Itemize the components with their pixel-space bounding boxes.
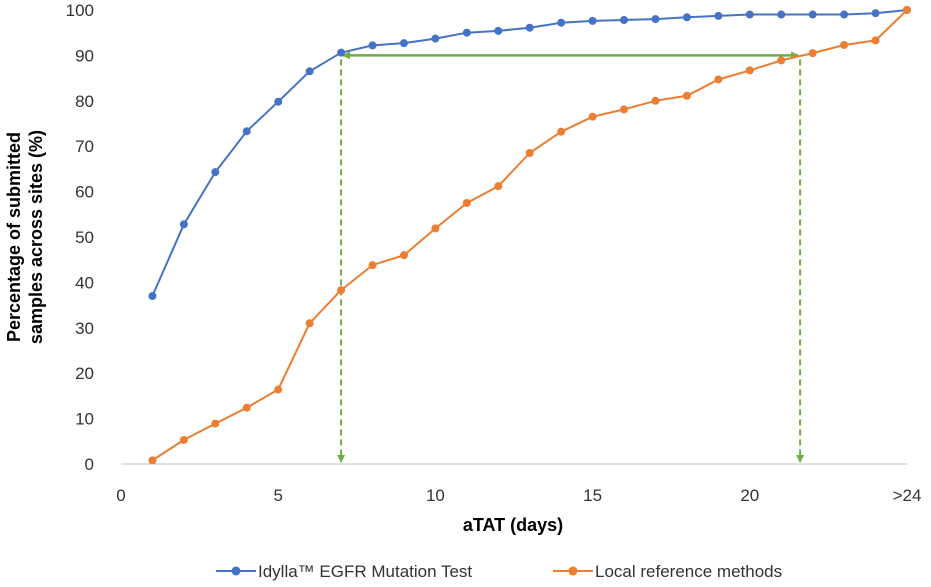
data-point (620, 105, 629, 114)
data-point (682, 91, 691, 100)
data-point (179, 220, 188, 229)
data-point (494, 182, 503, 191)
data-point (242, 127, 251, 136)
series-line (151, 9, 908, 462)
data-point (651, 15, 660, 24)
data-point (682, 13, 691, 22)
data-point (777, 10, 786, 19)
data-point (399, 251, 408, 260)
x-tick-labels: 0 5 10 15 20 >24 (116, 486, 921, 505)
data-point (557, 18, 566, 27)
y-axis-title-line-2: samples across sites (%) (26, 130, 46, 344)
data-point (274, 385, 283, 394)
legend-item-idylla: Idylla™ EGFR Mutation Test (216, 562, 472, 581)
data-point (431, 224, 440, 233)
y-tick-label: 80 (75, 92, 94, 111)
y-tick-label: 10 (75, 410, 94, 429)
legend-swatch-marker (231, 566, 241, 576)
annotation-arrows (337, 51, 805, 463)
data-point (179, 435, 188, 444)
data-point (148, 292, 157, 301)
data-point (337, 286, 346, 295)
x-tick-label: 20 (740, 486, 759, 505)
y-axis-title-line-1: Percentage of submitted (4, 132, 24, 342)
x-tick-label: 5 (273, 486, 282, 505)
y-tick-label: 0 (85, 455, 94, 474)
data-point (462, 198, 471, 207)
data-point (557, 127, 566, 136)
legend: Idylla™ EGFR Mutation Test Local referen… (216, 562, 782, 581)
data-point (462, 28, 471, 37)
x-axis-title: aTAT (days) (463, 515, 563, 535)
data-point (588, 16, 597, 25)
data-point (745, 10, 754, 19)
series-layer (148, 6, 911, 465)
data-point (840, 10, 849, 19)
data-point (745, 66, 754, 75)
data-point (525, 149, 534, 158)
y-tick-label: 50 (75, 228, 94, 247)
x-tick-label: 10 (426, 486, 445, 505)
y-tick-labels: 0 10 20 30 40 50 60 70 80 90 100 (66, 1, 94, 474)
data-point (148, 456, 157, 465)
data-point (714, 11, 723, 20)
y-tick-label: 30 (75, 319, 94, 338)
y-axis-title: Percentage of submitted samples across s… (4, 130, 46, 344)
legend-label: Idylla™ EGFR Mutation Test (258, 562, 472, 581)
y-tick-label: 70 (75, 137, 94, 156)
data-point (431, 34, 440, 43)
data-point (714, 75, 723, 84)
y-tick-label: 100 (66, 1, 94, 20)
data-point (525, 23, 534, 32)
data-point (211, 419, 220, 428)
y-tick-label: 90 (75, 46, 94, 65)
data-point (211, 168, 220, 177)
data-point (903, 6, 911, 14)
data-point (651, 96, 660, 105)
data-point (777, 56, 786, 65)
y-tick-label: 20 (75, 364, 94, 383)
data-point (368, 261, 377, 270)
y-tick-label: 60 (75, 183, 94, 202)
legend-item-local-reference: Local reference methods (553, 562, 782, 581)
data-point (871, 36, 880, 45)
data-point (305, 319, 314, 328)
data-point (399, 39, 408, 48)
data-point (871, 9, 880, 18)
series-local-reference (148, 6, 911, 465)
x-tick-label: >24 (893, 486, 922, 505)
data-point (274, 97, 283, 106)
legend-swatch-marker (568, 566, 578, 576)
data-point (588, 112, 597, 121)
data-point (337, 48, 346, 57)
data-point (840, 40, 849, 49)
data-point (242, 403, 251, 412)
data-point (808, 49, 817, 58)
data-point (808, 10, 817, 19)
data-point (305, 67, 314, 76)
x-tick-label: 15 (583, 486, 602, 505)
legend-label: Local reference methods (595, 562, 782, 581)
x-tick-label: 0 (116, 486, 125, 505)
data-point (620, 15, 629, 24)
data-point (368, 41, 377, 50)
series-idylla (148, 6, 911, 301)
y-tick-label: 40 (75, 273, 94, 292)
data-point (494, 26, 503, 35)
